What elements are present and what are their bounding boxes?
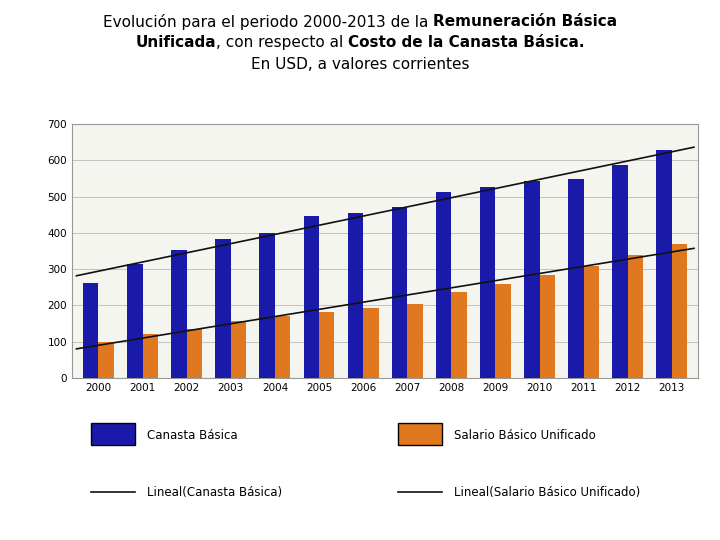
Bar bbox=[584, 266, 599, 378]
Text: En USD, a valores corrientes: En USD, a valores corrientes bbox=[251, 57, 469, 72]
Text: Evolución para el periodo 2000-2013 de la: Evolución para el periodo 2000-2013 de l… bbox=[103, 14, 433, 30]
Text: Canasta Básica: Canasta Básica bbox=[147, 429, 238, 442]
Bar bbox=[436, 192, 451, 378]
Bar bbox=[613, 165, 628, 378]
Bar bbox=[657, 150, 672, 378]
Bar bbox=[171, 250, 186, 378]
Bar bbox=[319, 312, 335, 378]
Text: Unificada: Unificada bbox=[135, 35, 216, 50]
Text: Remuneración Básica: Remuneración Básica bbox=[433, 14, 617, 29]
Bar bbox=[231, 321, 246, 378]
Text: Salario Básico Unificado: Salario Básico Unificado bbox=[454, 429, 596, 442]
Bar bbox=[83, 284, 99, 378]
Bar bbox=[628, 255, 643, 378]
Text: Costo de la Canasta Básica.: Costo de la Canasta Básica. bbox=[348, 35, 585, 50]
Bar bbox=[99, 342, 114, 378]
Bar bbox=[275, 316, 290, 378]
Text: Lineal(Canasta Básica): Lineal(Canasta Básica) bbox=[147, 486, 282, 499]
Bar bbox=[539, 275, 555, 378]
Bar bbox=[524, 181, 539, 378]
Bar bbox=[392, 207, 408, 378]
Bar bbox=[451, 292, 467, 378]
Bar bbox=[348, 213, 363, 378]
FancyBboxPatch shape bbox=[91, 423, 135, 445]
FancyBboxPatch shape bbox=[397, 423, 441, 445]
Bar bbox=[304, 217, 319, 378]
Bar bbox=[127, 264, 143, 378]
Bar bbox=[143, 334, 158, 378]
Bar bbox=[363, 308, 379, 378]
Bar bbox=[215, 239, 231, 378]
Text: , con respecto al: , con respecto al bbox=[216, 35, 348, 50]
Bar bbox=[568, 179, 584, 378]
Text: Lineal(Salario Básico Unificado): Lineal(Salario Básico Unificado) bbox=[454, 486, 640, 499]
Bar bbox=[408, 305, 423, 378]
Bar bbox=[186, 329, 202, 378]
Bar bbox=[480, 186, 495, 378]
Bar bbox=[495, 284, 511, 378]
Bar bbox=[672, 244, 688, 378]
Bar bbox=[259, 233, 275, 378]
